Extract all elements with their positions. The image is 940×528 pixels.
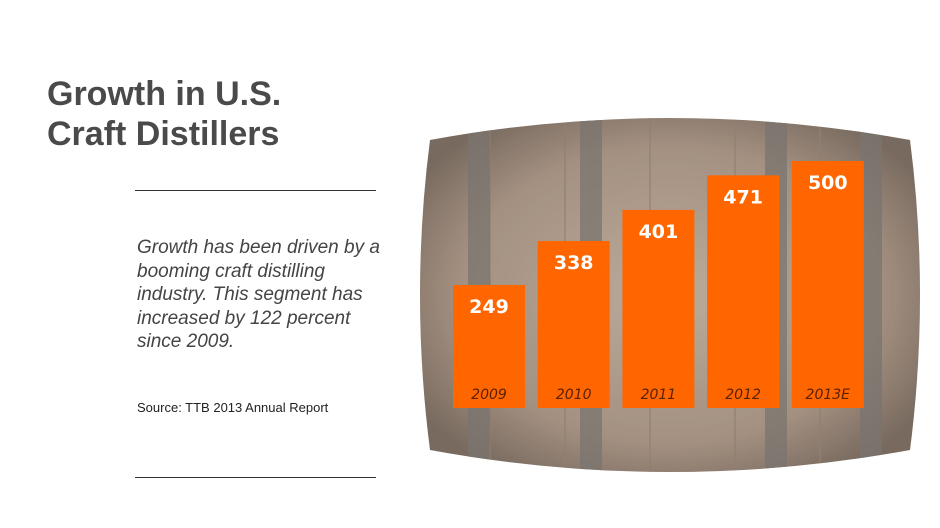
description-text: Growth has been driven by a booming craf…	[137, 237, 380, 352]
bar-value-label: 401	[639, 221, 679, 243]
bar-value-label: 471	[723, 186, 763, 208]
x-tick-label: 2011	[641, 387, 677, 403]
bar-2012	[707, 175, 780, 408]
bar-2011	[622, 209, 695, 408]
x-tick-label: 2012	[725, 387, 761, 403]
bar-chart: 249 2009 338 2010 401 2011 471 2012 500 2013E	[420, 118, 920, 472]
bar-value-label: 338	[554, 252, 594, 274]
title-line-1: Growth in U.S.	[47, 75, 282, 113]
chart-bars: 249 2009 338 2010 401 2011 471 2012 500 2013E	[453, 161, 864, 408]
x-tick-label: 2013E	[806, 387, 851, 403]
x-tick-label: 2010	[556, 387, 592, 403]
title-line-2: Craft Distillers	[47, 115, 280, 153]
x-tick-label: 2009	[471, 387, 507, 403]
slide-title: Growth in U.S. Craft Distillers	[47, 74, 281, 154]
bar-value-label: 500	[808, 172, 848, 194]
bar-value-label: 249	[469, 296, 509, 318]
bar-2013E	[791, 161, 864, 408]
divider-top	[135, 190, 376, 191]
bar-2010	[537, 241, 610, 408]
source-note: Source: TTB 2013 Annual Report	[137, 400, 329, 415]
bar-2009	[453, 284, 525, 408]
barrel-hoop	[860, 118, 882, 472]
divider-bottom	[135, 477, 376, 478]
